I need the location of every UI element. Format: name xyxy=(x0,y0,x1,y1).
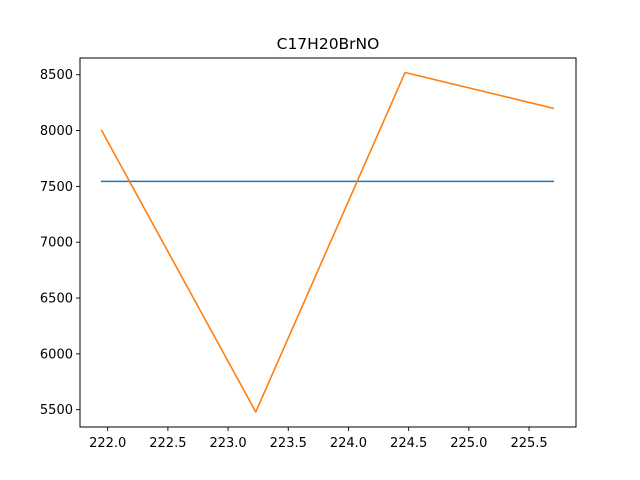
y-tick-label: 5500 xyxy=(40,403,73,418)
y-tick-label: 6500 xyxy=(40,292,73,307)
x-tick-label: 223.0 xyxy=(209,436,246,451)
y-tick-label: 8500 xyxy=(40,68,73,83)
y-tick-label: 6000 xyxy=(40,347,73,362)
y-axis: 5500 6000 6500 7000 7500 8000 8500 xyxy=(40,68,80,418)
y-tick-label: 7000 xyxy=(40,236,73,251)
x-tick-label: 224.5 xyxy=(390,436,427,451)
y-tick-label: 8000 xyxy=(40,124,73,139)
x-tick-label: 225.5 xyxy=(510,436,547,451)
x-tick-label: 222.5 xyxy=(149,436,186,451)
x-tick-label: 224.0 xyxy=(330,436,367,451)
series-layer xyxy=(100,71,555,413)
chart-title: C17H20BrNO xyxy=(277,35,380,53)
series-line-2 xyxy=(100,71,555,413)
x-axis: 222.0 222.5 223.0 223.5 224.0 224.5 225.0 225.5 xyxy=(89,427,548,451)
x-tick-label: 223.5 xyxy=(270,436,307,451)
y-tick-label: 7500 xyxy=(40,180,73,195)
x-tick-label: 222.0 xyxy=(89,436,126,451)
x-tick-label: 225.0 xyxy=(450,436,487,451)
